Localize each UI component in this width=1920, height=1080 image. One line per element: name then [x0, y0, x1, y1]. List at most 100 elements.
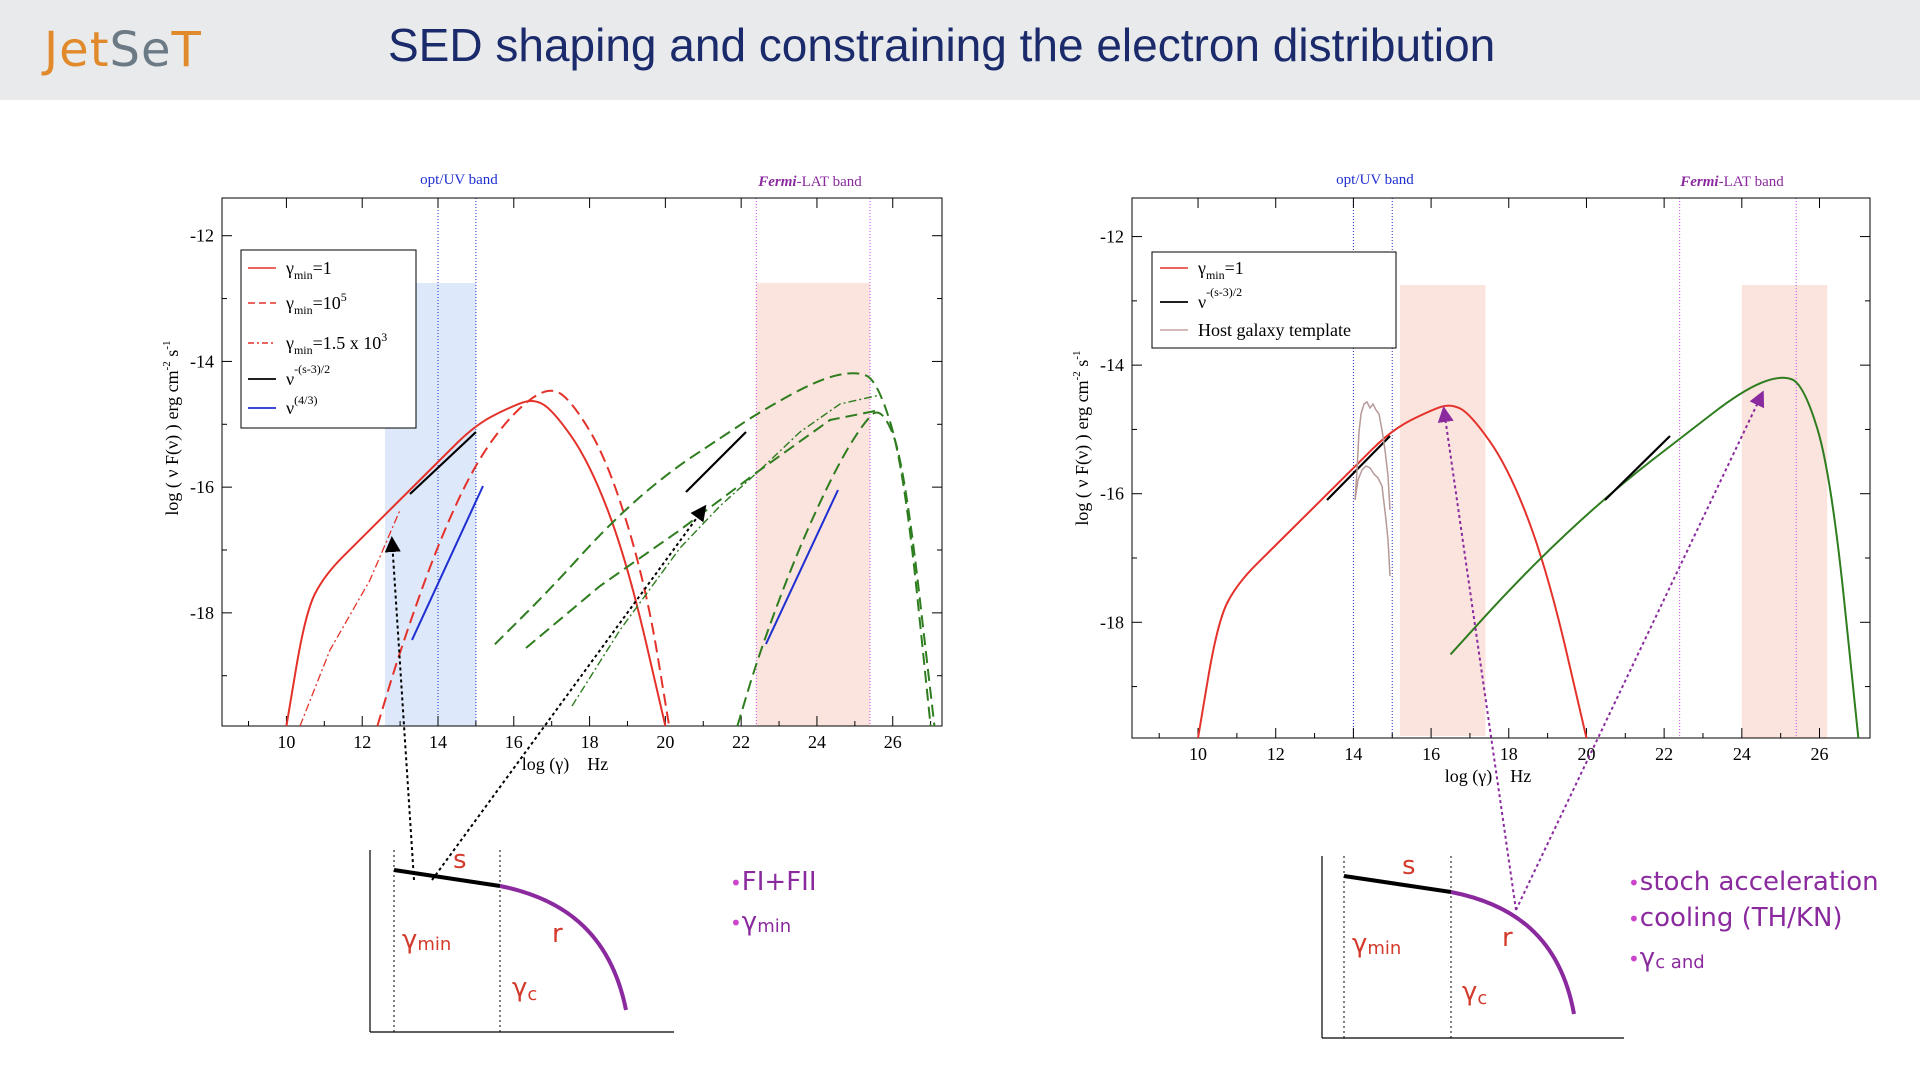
gamma-c-label: γc — [512, 973, 537, 1005]
x-tick-label: 26 — [1811, 744, 1829, 764]
jetset-logo: JetSeT — [44, 22, 202, 78]
power-law-segment — [1343, 874, 1452, 894]
x-tick-label: 12 — [353, 732, 371, 752]
fermi-lat-band-shade — [756, 283, 870, 726]
fermi-lat-band-shade — [1741, 285, 1828, 738]
sed-curves — [285, 372, 936, 727]
svg-text:erg cm-2 s-1: erg cm-2 s-1 — [1071, 350, 1092, 429]
legend-item: Host galaxy template — [1198, 320, 1351, 340]
legend-item: γmin=1 — [1197, 258, 1244, 282]
axis-ticks: 10 12 14 16 18 20 22 24 26 -12 -14 -16 -18 — [190, 198, 942, 752]
note-gamma-c: •γc and — [1628, 943, 1705, 973]
curved-tail — [1450, 890, 1576, 1015]
right-sed-chart: 10 12 14 16 18 20 22 24 26 -12 -14 -16 -18 opt/UV ba… — [1071, 172, 1871, 911]
x-tick-label: 22 — [732, 732, 750, 752]
y-axis-label: log ( ν F(ν) ) erg cm-2 s-1 — [1071, 350, 1093, 525]
y-tick-label: -18 — [190, 603, 214, 623]
s-label: s — [453, 845, 467, 875]
right-electron-distribution-diagram: s r γmin γc •stoch acceleration •cooling… — [1321, 851, 1879, 1039]
legend-item: ν-(s-3)/2 — [286, 362, 330, 389]
gamma-min-label: γmin — [402, 925, 451, 955]
note-fi-fii: •FI+FII — [730, 867, 817, 897]
opt-uv-band-shade — [1400, 285, 1486, 736]
plot-frame — [221, 197, 943, 727]
arrow-to-sync-peak — [1437, 406, 1517, 911]
fermi-lat-label: Fermi-LAT band — [1679, 174, 1784, 190]
x-axis-label: log (γ) Hz — [522, 754, 608, 775]
y-tick-label: -18 — [1100, 612, 1124, 632]
left-electron-distribution-diagram: s r γmin γc •FI+FII •γmin — [369, 845, 817, 1033]
arrow-to-ssc-peak — [1515, 390, 1765, 911]
host-galaxy-template-lower — [1354, 465, 1391, 577]
pl-segment-sync — [1326, 435, 1391, 501]
arrow-to-sync — [384, 536, 415, 881]
x-tick-label: 14 — [1344, 744, 1362, 764]
host-galaxy-template-upper — [1354, 400, 1391, 511]
x-tick-label: 12 — [1267, 744, 1285, 764]
x-tick-label: 16 — [505, 732, 523, 752]
legend-item: ν-(s-3)/2 — [1198, 285, 1242, 312]
x-tick-label: 24 — [808, 732, 826, 752]
x-tick-label: 20 — [656, 732, 674, 752]
plot-frame — [1131, 197, 1871, 739]
series-curve-ssc-gmin-1 — [494, 372, 932, 727]
legend-item: γmin=1 — [285, 258, 332, 282]
x-tick-label: 14 — [429, 732, 447, 752]
legend: γmin=1 ν-(s-3)/2 Host galaxy template — [1151, 251, 1397, 349]
x-tick-label: 10 — [1189, 744, 1207, 764]
note-stoch-acceleration: •stoch acceleration — [1628, 867, 1879, 897]
y-tick-label: -16 — [1100, 484, 1124, 504]
header-bar — [0, 0, 1920, 100]
fermi-lat-label: Fermi-LAT band — [757, 174, 862, 190]
svg-text:erg cm-2 s-1: erg cm-2 s-1 — [161, 340, 182, 419]
page-title: SED shaping and constraining the electro… — [388, 19, 1496, 71]
arrow-to-ssc — [431, 504, 707, 881]
curved-tail — [499, 884, 628, 1011]
left-sed-chart: 10 12 14 16 18 20 22 24 26 -12 -14 -16 -18 opt/UV ba… — [161, 172, 943, 881]
sed-curves — [1197, 376, 1860, 739]
x-tick-label: 26 — [884, 732, 902, 752]
x-tick-label: 22 — [1655, 744, 1673, 764]
x-axis-label: log (γ) Hz — [1445, 766, 1531, 787]
r-label: r — [552, 919, 563, 949]
series-curve-sync-gmin-1 — [285, 400, 667, 727]
series-curve-ssc-gmin-1e5 — [736, 411, 936, 727]
blue-43-segment-opt — [411, 485, 484, 641]
y-tick-label: -14 — [190, 351, 214, 371]
note-cooling: •cooling (TH/KN) — [1628, 903, 1843, 933]
blue-43-segment-lat — [765, 489, 839, 645]
s-label: s — [1402, 851, 1416, 881]
legend: γmin=1 γmin=105 γmin=1.5 x 103 ν-(s-3)/2… — [240, 249, 417, 429]
svg-text:log ( ν F(ν) ): log ( ν F(ν) ) — [1072, 434, 1093, 525]
x-tick-label: 20 — [1577, 744, 1595, 764]
gamma-min-label: γmin — [1352, 929, 1401, 959]
y-tick-label: -16 — [190, 477, 214, 497]
axis-ticks: 10 12 14 16 18 20 22 24 26 -12 -14 -16 -18 — [1100, 198, 1870, 764]
note-gamma-min: •γmin — [730, 907, 791, 937]
pl-segment-ssc — [685, 431, 747, 493]
x-tick-label: 16 — [1422, 744, 1440, 764]
series-curve-ssc — [1449, 376, 1860, 739]
x-tick-label: 18 — [581, 732, 599, 752]
y-tick-label: -14 — [1100, 355, 1124, 375]
y-axis-label: log ( ν F(ν) ) erg cm-2 s-1 — [161, 340, 183, 515]
x-tick-label: 10 — [277, 732, 295, 752]
gamma-c-label: γc — [1462, 977, 1487, 1009]
series-curve-sync — [1197, 404, 1588, 739]
legend-item: γmin=105 — [285, 290, 347, 317]
svg-text:log ( ν F(ν) ): log ( ν F(ν) ) — [162, 424, 183, 515]
pl-segment-ssc — [1604, 435, 1671, 501]
power-law-segment — [393, 868, 501, 888]
x-tick-label: 18 — [1500, 744, 1518, 764]
x-tick-label: 24 — [1733, 744, 1751, 764]
ssc-gmin-1.5e3-curve — [571, 394, 881, 707]
legend-item: ν(4/3) — [286, 393, 317, 418]
ssc-gmin-1e5-lowbranch — [525, 409, 881, 649]
series-curve-sync-gmin-1e5 — [376, 389, 671, 727]
opt-uv-label: opt/UV band — [420, 172, 498, 188]
opt-uv-label: opt/UV band — [1336, 172, 1414, 188]
y-tick-label: -12 — [190, 226, 214, 246]
y-tick-label: -12 — [1100, 227, 1124, 247]
pl-segment-sync — [409, 431, 477, 495]
